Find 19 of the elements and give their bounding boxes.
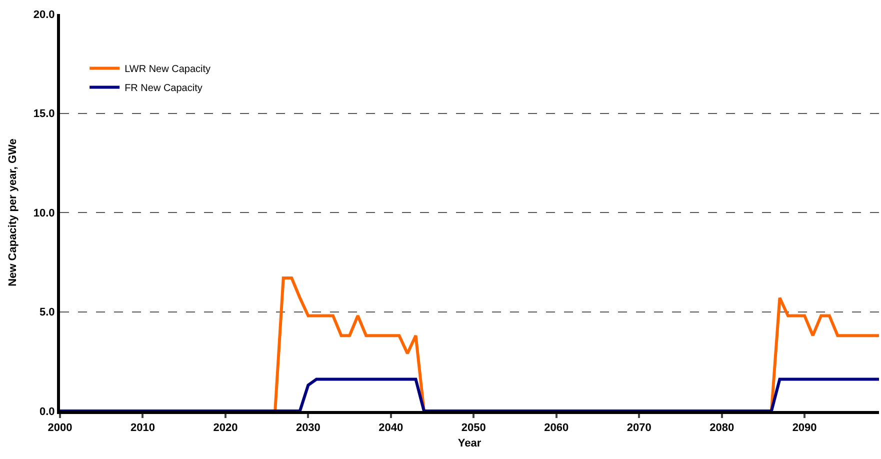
y-tick-label: 0.0 <box>40 406 55 418</box>
x-tick-label: 2030 <box>296 422 320 434</box>
x-tick-label: 2040 <box>378 422 404 434</box>
y-tick-label: 10.0 <box>33 207 55 220</box>
y-axis-title: New Capacity per year, GWe <box>7 138 20 286</box>
x-tick-label: 2010 <box>130 422 155 434</box>
x-axis-title: Year <box>458 437 482 450</box>
y-tick-label: 15.0 <box>33 108 55 120</box>
x-tick-label: 2090 <box>792 422 817 434</box>
x-tick-label: 2000 <box>48 422 72 434</box>
y-tick-label: 20.0 <box>33 8 55 21</box>
y-tick-label: 5.0 <box>40 306 55 319</box>
x-tick-label: 2080 <box>710 422 734 434</box>
x-tick-label: 2060 <box>544 422 569 434</box>
x-tick-label: 2070 <box>626 422 652 434</box>
legend-label: FR New Capacity <box>124 83 202 94</box>
x-tick-label: 2020 <box>213 422 238 434</box>
x-tick-label: 2050 <box>461 422 486 434</box>
legend-label: LWR New Capacity <box>124 64 211 76</box>
